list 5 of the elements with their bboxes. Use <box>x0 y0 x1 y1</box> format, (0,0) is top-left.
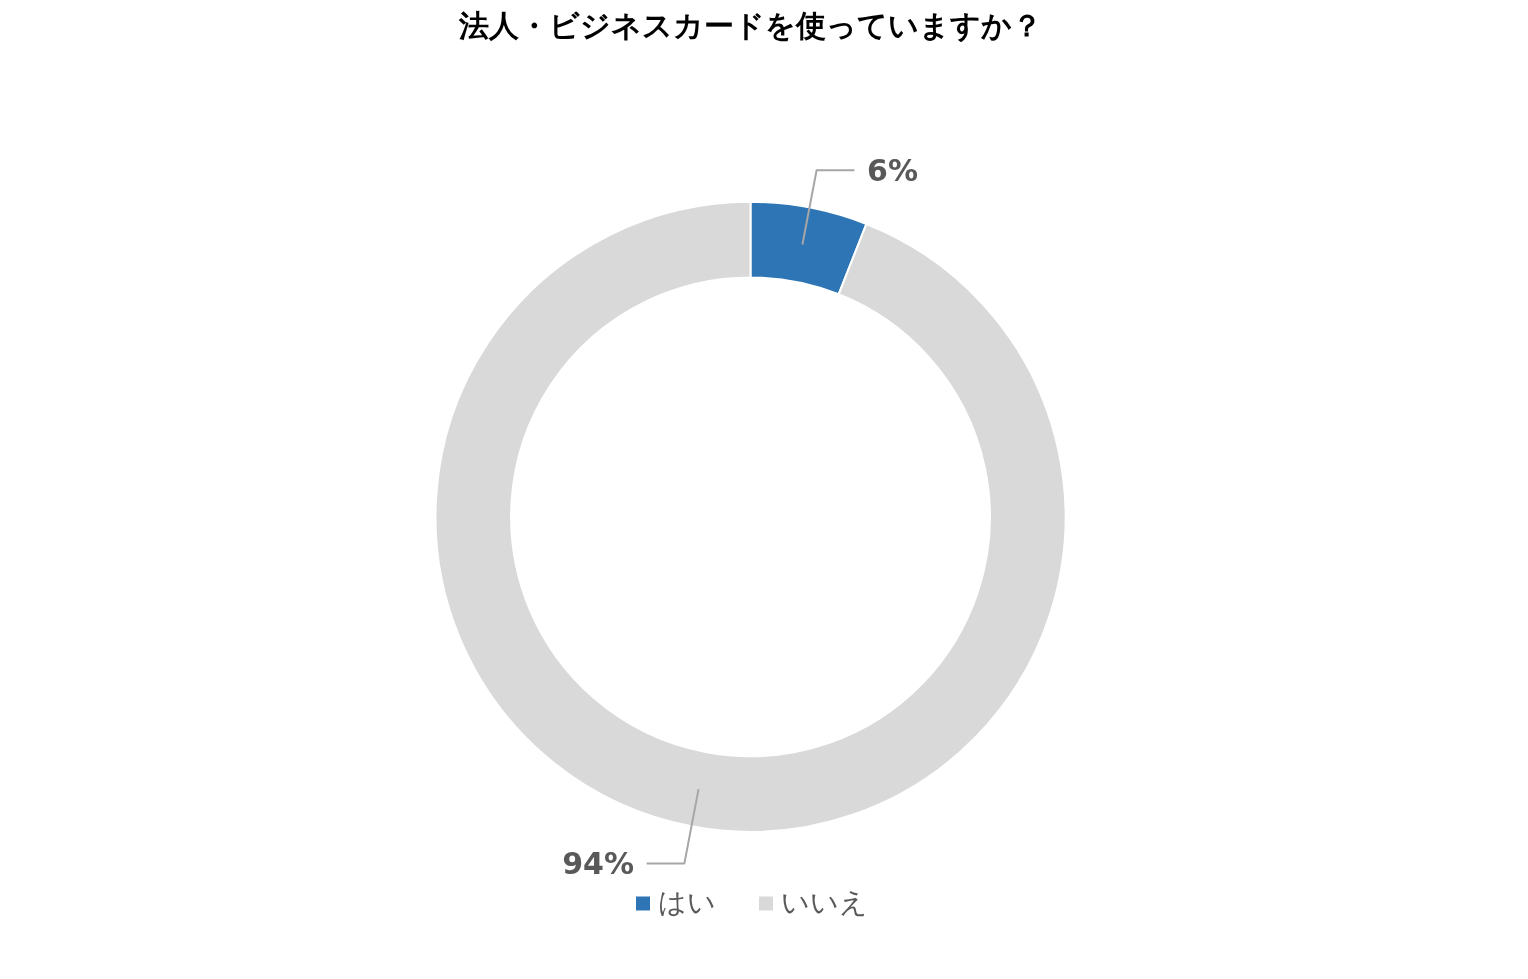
legend-label: はい <box>657 885 716 921</box>
data-label: 6% <box>867 152 918 188</box>
legend-label: いいえ <box>780 885 868 921</box>
data-label: 94% <box>562 845 634 881</box>
chart-title: 法人・ビジネスカードを使っていますか？ <box>458 7 1042 43</box>
